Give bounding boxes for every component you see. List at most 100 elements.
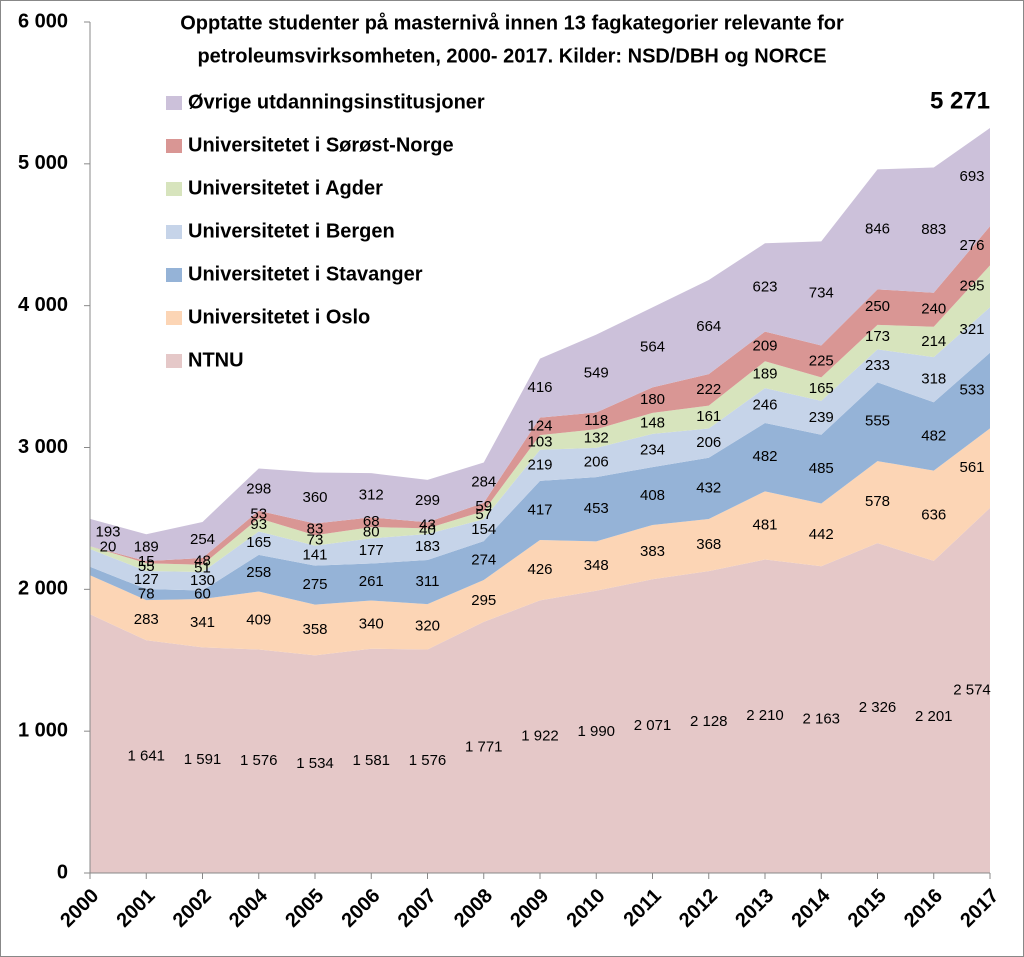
data-label: 417 xyxy=(527,501,552,518)
data-label: 283 xyxy=(134,611,159,628)
data-label: 549 xyxy=(584,365,609,382)
data-label: 83 xyxy=(307,520,324,537)
data-label: 482 xyxy=(921,427,946,444)
legend-swatch xyxy=(166,96,182,110)
chart-title: petroleumsvirksomheten, 2000- 2017. Kild… xyxy=(197,45,826,67)
data-label: 60 xyxy=(194,586,211,603)
data-label: 254 xyxy=(190,531,215,548)
data-label: 846 xyxy=(865,220,890,237)
data-label: 2 201 xyxy=(915,708,953,725)
y-tick-label: 3 000 xyxy=(18,436,68,458)
y-tick-label: 0 xyxy=(57,861,68,883)
legend-label: Universitetet i Oslo xyxy=(188,306,370,328)
data-label: 189 xyxy=(752,366,777,383)
data-label: 55 xyxy=(138,558,155,575)
data-label: 189 xyxy=(134,539,159,556)
data-label: 261 xyxy=(359,573,384,590)
y-tick-label: 5 000 xyxy=(18,152,68,174)
data-label: 80 xyxy=(363,524,380,541)
data-label: 578 xyxy=(865,493,890,510)
legend-swatch xyxy=(166,354,182,368)
data-label: 564 xyxy=(640,338,665,355)
data-label: 222 xyxy=(696,381,721,398)
data-label: 43 xyxy=(419,516,436,533)
data-label: 2 210 xyxy=(746,707,784,724)
data-label: 321 xyxy=(959,321,984,338)
data-label: 103 xyxy=(527,433,552,450)
legend-label: Universitetet i Sørøst-Norge xyxy=(188,134,454,156)
legend-label: Universitetet i Agder xyxy=(188,177,383,199)
data-label: 358 xyxy=(302,621,327,638)
data-label: 533 xyxy=(959,382,984,399)
legend-label: Universitetet i Stavanger xyxy=(188,263,423,285)
data-label: 93 xyxy=(250,516,267,533)
data-label: 318 xyxy=(921,371,946,388)
data-label: 246 xyxy=(752,396,777,413)
data-label: 883 xyxy=(921,221,946,238)
area xyxy=(90,352,990,605)
data-label: 295 xyxy=(471,592,496,609)
data-label: 141 xyxy=(302,547,327,564)
legend-swatch xyxy=(166,268,182,282)
data-label: 165 xyxy=(809,380,834,397)
data-label: 2 326 xyxy=(859,699,897,716)
data-label: 284 xyxy=(471,474,496,491)
data-label: 20 xyxy=(100,539,117,556)
data-label: 51 xyxy=(194,559,211,576)
data-label: 416 xyxy=(527,379,552,396)
data-label: 48 xyxy=(194,552,211,569)
area xyxy=(90,507,990,873)
data-label: 2 574 xyxy=(953,681,991,698)
data-label: 274 xyxy=(471,552,496,569)
data-label: 693 xyxy=(959,168,984,185)
data-label: 426 xyxy=(527,561,552,578)
data-label: 1 922 xyxy=(521,728,559,745)
data-label: 1 534 xyxy=(296,755,334,772)
data-label: 664 xyxy=(696,318,721,335)
data-label: 2 163 xyxy=(802,711,840,728)
y-tick-label: 4 000 xyxy=(18,294,68,316)
data-label: 15 xyxy=(138,553,155,570)
data-label: 482 xyxy=(752,448,777,465)
data-label: 148 xyxy=(640,414,665,431)
legend-label: NTNU xyxy=(188,349,244,371)
data-label: 432 xyxy=(696,479,721,496)
data-label: 453 xyxy=(584,500,609,517)
legend-label: Øvrige utdanningsinstitusjoner xyxy=(188,91,485,113)
data-label: 368 xyxy=(696,536,721,553)
data-label: 734 xyxy=(809,284,834,301)
legend-label: Universitetet i Bergen xyxy=(188,220,395,242)
data-label: 320 xyxy=(415,618,440,635)
data-label: 193 xyxy=(95,523,120,540)
data-label: 73 xyxy=(307,531,324,548)
data-label: 295 xyxy=(959,277,984,294)
legend-swatch xyxy=(166,139,182,153)
data-label: 240 xyxy=(921,301,946,318)
data-label: 348 xyxy=(584,557,609,574)
chart-title: Opptatte studenter på masternivå innen 1… xyxy=(180,11,844,34)
data-label: 78 xyxy=(138,586,155,603)
data-label: 118 xyxy=(584,412,608,429)
data-label: 130 xyxy=(190,572,215,589)
y-tick-label: 6 000 xyxy=(18,10,68,32)
data-label: 127 xyxy=(134,571,159,588)
data-label: 340 xyxy=(359,616,384,633)
data-label: 1 990 xyxy=(577,723,615,740)
data-label: 561 xyxy=(959,459,984,476)
data-label: 555 xyxy=(865,413,890,430)
data-label: 214 xyxy=(921,333,946,350)
data-label: 183 xyxy=(415,538,440,555)
total-annotation: 5 271 xyxy=(930,87,990,114)
data-label: 1 641 xyxy=(127,748,165,765)
y-tick-label: 1 000 xyxy=(18,719,68,741)
area xyxy=(90,428,990,656)
data-label: 239 xyxy=(809,409,834,426)
data-label: 1 771 xyxy=(465,738,503,755)
data-label: 299 xyxy=(415,492,440,509)
data-label: 206 xyxy=(584,454,609,471)
data-label: 59 xyxy=(475,498,492,515)
data-label: 1 576 xyxy=(240,752,278,769)
data-label: 225 xyxy=(809,352,834,369)
data-label: 276 xyxy=(959,237,984,254)
